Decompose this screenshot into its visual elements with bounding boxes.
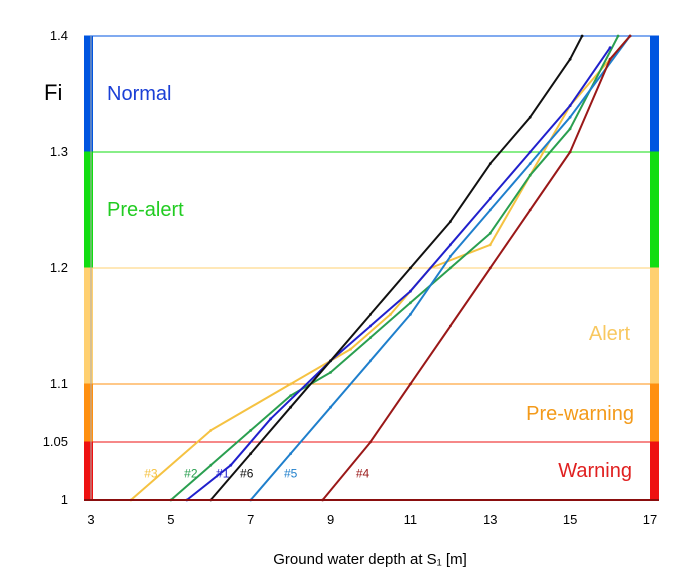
series-point-1-10 [568,127,572,131]
zone-label-alert: Alert [589,323,631,345]
zone-label-warning: Warning [558,460,632,482]
series-label-2: #1 [216,466,230,480]
x-tick-label: 11 [404,512,418,527]
series-point-5-2 [409,382,412,386]
series-point-1-4 [329,371,332,374]
zone-bar-left-0 [84,36,93,152]
series-point-3-9 [568,57,572,61]
zone-labels: Normal Pre-alert Alert Pre-warning Warning [107,83,634,482]
y-tick-label: 1.4 [50,28,68,43]
series-point-2-6 [448,243,452,247]
zone-bar-right-1 [650,152,659,268]
tick-labels: 3 5 7 9 11 13 15 17 1 1.05 1.1 1.2 1.3 1.4 [43,28,658,527]
series-point-2-8 [528,150,532,154]
series-point-3-8 [528,115,532,119]
zone-bar-right-3 [650,384,659,442]
x-tick-label: 7 [247,512,254,527]
zone-bar-left-2 [84,268,93,384]
x-tick-label: 3 [87,512,94,527]
zone-bar-left-4 [84,442,93,500]
series-point-4-1 [289,452,293,455]
y-tick-label: 1.2 [50,260,68,275]
series-point-5-5 [528,208,532,212]
series-point-5-6 [568,150,572,154]
zone-bar-right-0 [650,36,659,152]
y-tick-label: 1 [61,492,68,507]
zone-label-normal: Normal [107,83,171,105]
zone-bands [84,36,659,500]
series-label-5: #4 [356,466,370,480]
series-point-4-4 [409,313,412,316]
series-point-3-4 [369,313,372,316]
series-point-1-9 [528,173,532,177]
series-point-1-3 [289,394,293,397]
zone-bar-right-2 [650,268,659,384]
series-point-3-7 [488,162,492,166]
series-point-3-1 [249,452,253,455]
x-tick-label: 15 [563,512,577,527]
x-axis-title: Ground water depth at S₁ [m] [273,551,467,568]
series-label-3: #6 [240,466,254,480]
series-point-2-2 [269,417,273,421]
series-point-2-1 [229,463,233,467]
y-tick-label: 1.05 [43,434,68,449]
series-point-1-11 [616,34,620,38]
series-point-4-3 [369,359,372,363]
y-axis-title: Fi [44,80,62,105]
series-point-0-1 [209,429,213,432]
x-tick-label: 9 [327,512,334,527]
series-labels: #3 #2 #1 #6 #5 #4 [144,466,369,480]
series-line-1 [170,35,619,501]
series-point-0-4 [389,313,392,316]
series-point-1-8 [488,231,492,235]
series-point-4-8 [568,115,572,119]
series-point-1-7 [448,266,452,270]
zone-bar-left-1 [84,152,93,268]
series-point-5-4 [488,266,492,270]
series-point-0-2 [289,382,293,386]
series-line-2 [186,47,611,501]
series-point-4-5 [448,255,452,258]
zone-label-pre-warning: Pre-warning [526,403,634,425]
series-point-4-6 [488,208,492,212]
series-point-1-5 [369,336,372,339]
series-point-5-1 [369,440,372,444]
series-label-1: #2 [184,466,198,480]
series-label-4: #5 [284,466,298,480]
series-point-2-10 [608,46,612,49]
series-point-2-5 [409,289,412,293]
series-point-1-6 [409,301,412,305]
series-point-5-7 [608,57,612,61]
series-point-3-3 [329,359,332,363]
zone-bar-left-3 [84,384,93,442]
series-point-3-10 [580,34,584,38]
x-tick-label: 13 [483,512,497,527]
series-point-2-9 [568,104,572,107]
series-point-3-6 [448,220,452,224]
zone-bar-right-4 [650,442,659,500]
series-point-3-5 [409,266,412,270]
series-point-0-6 [488,243,492,247]
series-point-5-8 [628,34,632,38]
series-point-5-3 [448,324,452,328]
y-tick-label: 1.3 [50,144,68,159]
series-point-2-7 [488,197,492,200]
series-point-4-2 [329,405,332,409]
series-point-1-2 [249,429,253,432]
y-tick-label: 1.1 [50,376,68,391]
series-point-2-4 [369,324,372,328]
x-tick-label: 5 [167,512,174,527]
x-tick-label: 17 [643,512,657,527]
series-point-3-2 [289,405,293,409]
series-point-0-3 [349,347,352,351]
series-point-1-1 [209,463,213,467]
zone-label-pre-alert: Pre-alert [107,199,184,221]
axes [84,36,659,501]
series-point-4-7 [528,162,532,166]
series-line-4 [249,35,631,501]
series-label-0: #3 [144,466,158,480]
series-lines [129,34,632,502]
